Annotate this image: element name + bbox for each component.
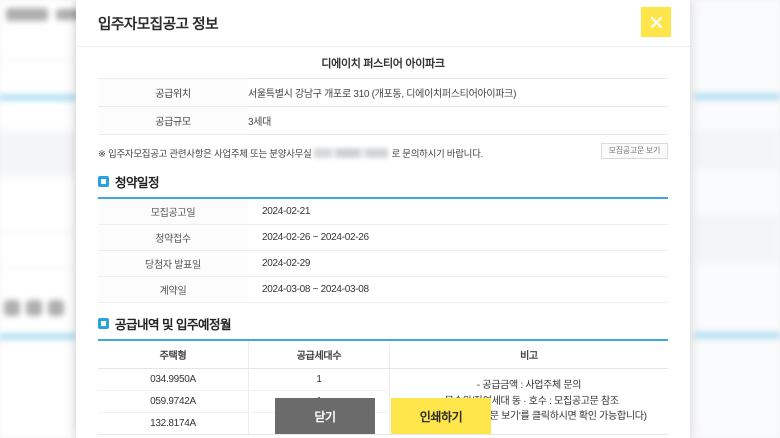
modal-title: 입주자모집공고 정보 <box>98 17 219 33</box>
schedule-value: 2024-03-08 ~ 2024-03-08 <box>248 276 668 303</box>
background-band <box>694 93 780 100</box>
schedule-value: 2024-02-29 <box>248 250 668 277</box>
table-row: 034.9950A 1 - 공급금액 : 사업주체 문의 - 무순위/잔여세대 … <box>98 368 668 435</box>
close-icon <box>649 15 664 30</box>
background-blob <box>56 9 82 20</box>
background-divider <box>0 130 76 131</box>
background-blob <box>4 300 20 316</box>
schedule-label: 모집공고일 <box>98 198 248 225</box>
supply-section-title: 공급내역 및 입주예정월 <box>115 318 231 332</box>
supply-section-header: 공급내역 및 입주예정월 <box>98 314 668 333</box>
unit-count: 1 <box>248 368 390 391</box>
schedule-label: 청약접수 <box>98 224 248 251</box>
schedule-section-header: 청약일정 <box>98 172 668 191</box>
supply-table: 주택형 공급세대수 비고 034.9950A 1 - 공급금액 : 사업주체 문… <box>98 339 668 435</box>
remark-line: (상단의 '모집공고문 보기'를 클릭하시면 확인 가능합니다) <box>420 411 647 423</box>
table-row: 모집공고일 2024-02-21 <box>98 198 668 225</box>
notice-prefix: ※ 입주자모집공고 관련사항은 사업주체 또는 분양사무실 <box>98 148 312 160</box>
schedule-value: 2024-02-26 ~ 2024-02-26 <box>248 224 668 251</box>
table-header-row: 주택형 공급세대수 비고 <box>98 340 668 369</box>
notice-line: ※ 입주자모집공고 관련사항은 사업주체 또는 분양사무실 로 문의하시기 바랍… <box>98 143 668 161</box>
table-row: 계약일 2024-03-08 ~ 2024-03-08 <box>98 276 668 303</box>
table-row: 청약접수 2024-02-26 ~ 2024-02-26 <box>98 224 668 251</box>
info-label: 공급위치 <box>98 78 248 107</box>
background-divider <box>0 60 76 61</box>
remark-line: - 공급금액 : 사업주체 문의 <box>476 380 582 392</box>
schedule-table: 모집공고일 2024-02-21 청약접수 2024-02-26 ~ 2024-… <box>98 197 668 303</box>
schedule-section-title: 청약일정 <box>115 176 160 190</box>
schedule-label: 당첨자 발표일 <box>98 250 248 277</box>
close-modal-button[interactable]: 닫기 <box>275 398 375 434</box>
modal-body: 디에이치 퍼스티어 아이파크 공급위치 서울특별시 강남구 개포로 310 (개… <box>76 47 690 438</box>
background-band <box>0 94 76 101</box>
column-header-unit-count: 공급세대수 <box>248 340 390 369</box>
background-divider <box>0 268 76 269</box>
background-left-column <box>0 0 77 438</box>
table-row: 공급위치 서울특별시 강남구 개포로 310 (개포동, 디에이치퍼스티어아이파… <box>98 78 668 107</box>
close-button[interactable] <box>641 7 671 37</box>
modal-header: 입주자모집공고 정보 <box>76 0 690 47</box>
column-header-remarks: 비고 <box>389 340 668 369</box>
print-button[interactable]: 인쇄하기 <box>391 398 491 434</box>
project-info-table: 공급위치 서울특별시 강남구 개포로 310 (개포동, 디에이치퍼스티어아이파… <box>98 78 668 135</box>
blue-square-icon <box>98 176 109 187</box>
modal-footer: 닫기 인쇄하기 <box>76 398 690 438</box>
info-label: 공급규모 <box>98 106 248 135</box>
housing-type: 034.9950A <box>98 368 249 391</box>
housing-type: 059.9742A <box>98 390 249 413</box>
notice-suffix: 로 문의하시기 바랍니다. <box>391 148 483 160</box>
background-band <box>0 333 76 340</box>
info-value: 서울특별시 강남구 개포로 310 (개포동, 디에이치퍼스티어아이파크) <box>248 78 668 107</box>
table-row: 당첨자 발표일 2024-02-29 <box>98 250 668 277</box>
schedule-value: 2024-02-21 <box>248 198 668 225</box>
redacted-phone-number <box>314 147 389 158</box>
column-header-housing-type: 주택형 <box>98 340 249 369</box>
background-blob <box>26 300 42 316</box>
blue-square-icon <box>98 318 109 329</box>
announcement-modal: 입주자모집공고 정보 디에이치 퍼스티어 아이파크 공급위치 서울특별시 강남구… <box>76 0 690 438</box>
view-announcement-button[interactable]: 모집공고문 보기 <box>600 143 668 159</box>
background-blob <box>48 300 64 316</box>
table-row: 공급규모 3세대 <box>98 106 668 135</box>
housing-type: 132.8174A <box>98 412 249 435</box>
background-shade <box>694 130 780 170</box>
remark-line: - 무순위/잔여세대 동 · 호수 : 모집공고문 참조 <box>439 395 619 407</box>
schedule-label: 계약일 <box>98 276 248 303</box>
background-divider <box>0 178 76 179</box>
background-divider <box>0 232 76 233</box>
project-name: 디에이치 퍼스티어 아이파크 <box>321 58 445 70</box>
info-value: 3세대 <box>248 106 668 135</box>
background-shade <box>0 133 76 175</box>
background-blob <box>6 8 48 21</box>
background-shade <box>694 215 780 263</box>
background-band <box>694 332 780 339</box>
